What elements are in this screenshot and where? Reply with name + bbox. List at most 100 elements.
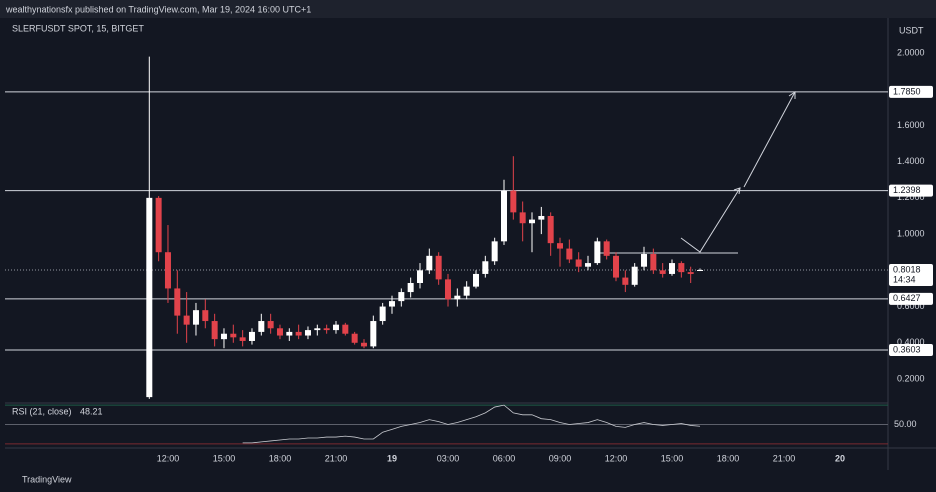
candle-body — [220, 333, 227, 340]
candle-body — [463, 286, 470, 296]
level-label: 0.3603 — [893, 344, 921, 354]
candle-body — [276, 328, 283, 336]
drawings — [600, 91, 796, 254]
candle-body — [360, 342, 367, 347]
candle-body — [687, 272, 694, 274]
y-tick-label: 2.0000 — [897, 47, 925, 57]
level-label-bg — [889, 184, 933, 197]
candle-body — [510, 190, 517, 213]
candle-body — [174, 288, 181, 316]
level-label-bg — [889, 85, 933, 98]
x-tick-label: 15:00 — [661, 453, 684, 463]
candle-body — [388, 301, 395, 307]
candle-body — [351, 333, 358, 343]
candle-body — [379, 306, 386, 322]
currency: USDT — [899, 25, 924, 35]
level-label: 0.6427 — [893, 293, 921, 303]
candle-body — [202, 310, 209, 322]
x-tick-label: 12:00 — [157, 453, 180, 463]
drawn-arrow — [743, 91, 796, 188]
last-price-label: 0.8018 — [893, 264, 921, 274]
x-tick-label: 18:00 — [269, 453, 292, 463]
candle-body — [267, 321, 274, 329]
candle-body — [500, 190, 507, 242]
candle-body — [192, 310, 199, 325]
symbol-title: SLERFUSDT SPOT, 15, BITGET — [12, 23, 144, 33]
candle-body — [444, 279, 451, 300]
candle-body — [342, 324, 349, 334]
candle-body — [472, 273, 479, 287]
x-tick-label: 18:00 — [717, 453, 740, 463]
x-tick-label: 20 — [835, 453, 845, 463]
candle-body — [164, 252, 171, 289]
candle-body — [295, 331, 302, 336]
last-price-bg — [889, 263, 933, 286]
candle-body — [650, 254, 657, 271]
x-tick-label: 09:00 — [549, 453, 572, 463]
candle-body — [678, 263, 685, 273]
x-tick-label: 19 — [387, 453, 397, 463]
candle-body — [407, 283, 414, 293]
footer-bar — [0, 470, 936, 492]
level-label: 1.7850 — [893, 86, 921, 96]
x-tick-label: 12:00 — [605, 453, 628, 463]
rsi-value: 48.21 — [80, 406, 103, 416]
y-tick-label: 0.6000 — [897, 301, 925, 311]
x-tick-label: 03:00 — [437, 453, 460, 463]
countdown: 14:34 — [893, 274, 916, 284]
candle-body — [482, 261, 489, 274]
y-tick-label: 1.4000 — [897, 156, 925, 166]
x-tick-label: 21:00 — [773, 453, 796, 463]
y-tick-label: 1.2000 — [897, 192, 925, 202]
candle-body — [304, 330, 311, 336]
candle-body — [622, 277, 629, 285]
candle-body — [398, 292, 405, 302]
candle-body — [454, 295, 461, 300]
y-tick-label: 1.6000 — [897, 120, 925, 130]
candle-body — [416, 270, 423, 284]
candle-body — [528, 219, 535, 224]
candle-body — [631, 266, 638, 285]
candle-body — [426, 255, 433, 271]
candle-body — [538, 215, 545, 220]
x-tick-label: 06:00 — [493, 453, 516, 463]
candle-body — [248, 331, 255, 341]
candle-body — [697, 269, 704, 271]
attribution: wealthynationsfx published on TradingVie… — [5, 4, 311, 14]
brand: TradingView — [22, 474, 72, 484]
candle-body — [323, 328, 330, 331]
candle-body — [258, 321, 265, 332]
y-tick-label: 0.4000 — [897, 337, 925, 347]
candle-body — [669, 263, 676, 274]
header-bar — [0, 0, 936, 18]
candle-body — [603, 241, 610, 256]
candle-body — [314, 328, 321, 331]
candle-body — [239, 337, 246, 341]
candle-body — [211, 321, 218, 340]
level-label: 1.2398 — [893, 185, 921, 195]
candle-body — [146, 197, 153, 398]
candle-body — [659, 270, 666, 274]
y-tick-label: 1.0000 — [897, 228, 925, 238]
level-label-bg — [889, 292, 933, 305]
candle-body — [566, 248, 573, 260]
candle-body — [575, 259, 582, 267]
candle-body — [641, 254, 648, 267]
arrow-head — [733, 187, 741, 195]
candle-body — [613, 255, 620, 278]
x-tick-label: 21:00 — [325, 453, 348, 463]
candle-body — [286, 331, 293, 336]
candle-body — [183, 315, 190, 325]
candle-body — [585, 263, 592, 267]
rsi-line — [242, 404, 701, 444]
y-tick-label: 0.2000 — [897, 373, 925, 383]
candle-body — [557, 243, 564, 249]
candle-body — [435, 255, 442, 280]
rsi-tick-label: 50.00 — [894, 419, 917, 429]
drawn-path — [680, 187, 741, 253]
candle-body — [491, 241, 498, 262]
candle-body — [230, 333, 237, 338]
level-label-bg — [889, 343, 933, 356]
candle-body — [332, 324, 339, 331]
